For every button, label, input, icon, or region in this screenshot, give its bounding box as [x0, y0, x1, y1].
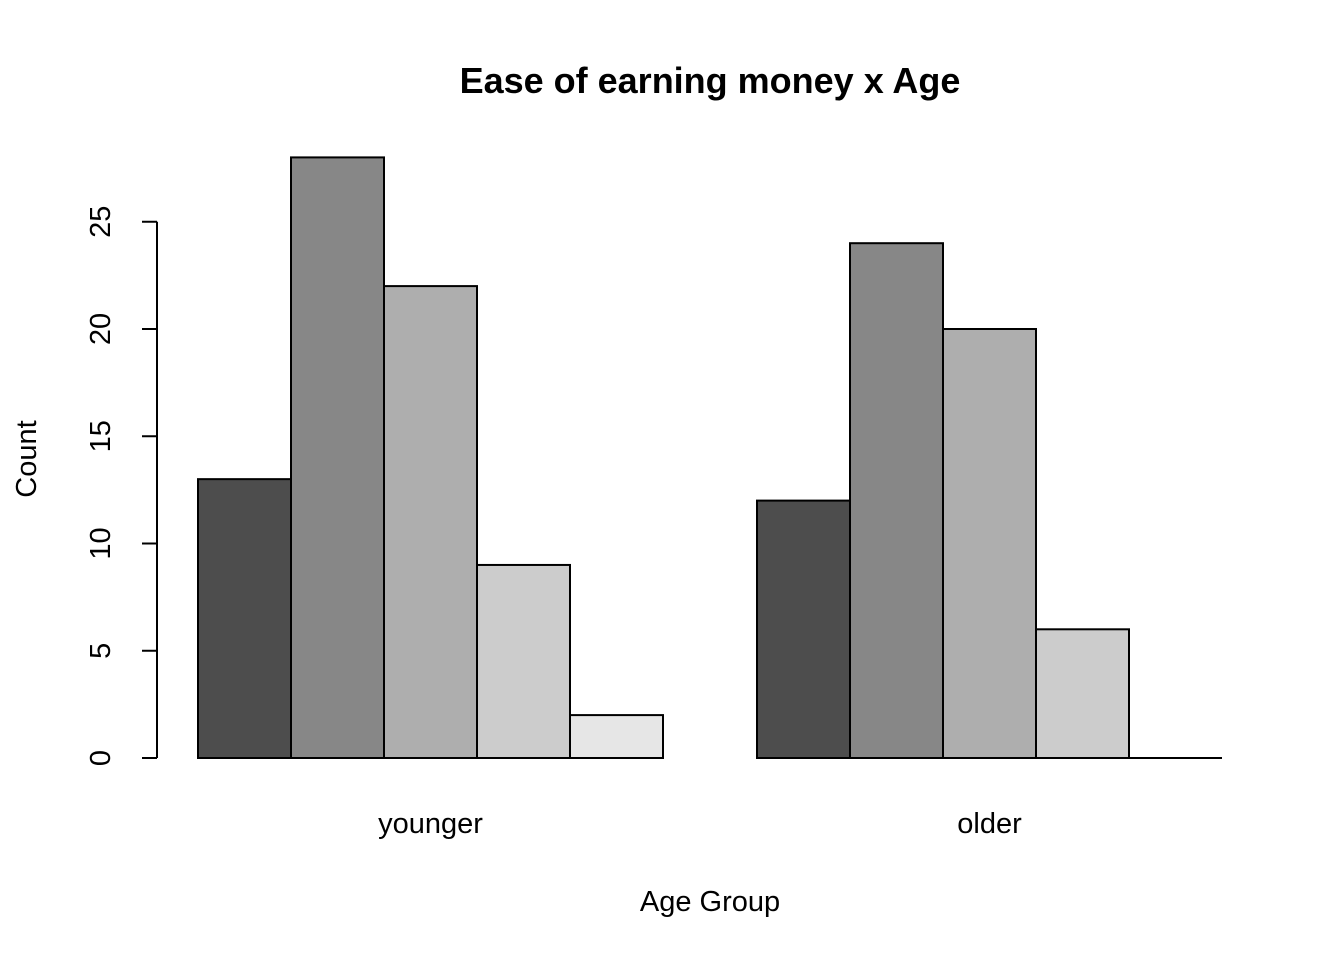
y-tick-label: 0	[85, 750, 117, 766]
y-axis-label: Count	[11, 420, 43, 497]
bars-group	[197, 156, 1222, 760]
bar-younger-4	[476, 563, 571, 760]
bar-younger-3	[383, 285, 478, 759]
bar-older-1	[756, 499, 851, 759]
x-category-label: older	[957, 808, 1022, 840]
category-labels: younger older	[378, 808, 1022, 840]
x-axis-label: Age Group	[640, 886, 780, 918]
x-category-label: younger	[378, 808, 483, 840]
y-tick-label: 20	[85, 313, 117, 345]
bar-younger-5	[569, 714, 664, 759]
bar-older-3	[942, 328, 1037, 759]
bar-younger-2	[290, 156, 385, 759]
y-tick-label: 25	[85, 206, 117, 238]
y-tick-label: 10	[85, 527, 117, 559]
chart-title: Ease of earning money x Age	[460, 60, 961, 101]
y-axis: 0 5 10 15 20 25	[85, 206, 158, 766]
y-tick-label: 5	[85, 643, 117, 659]
y-tick-label: 15	[85, 420, 117, 452]
bar-older-2	[849, 242, 944, 759]
bar-younger-1	[197, 478, 292, 759]
bar-older-4	[1035, 628, 1130, 759]
